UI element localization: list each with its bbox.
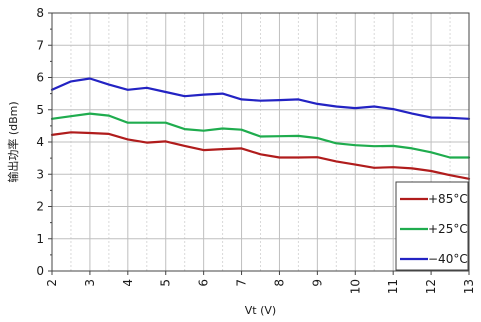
- legend-box: [395, 181, 469, 271]
- y-tick-label: 5: [36, 103, 44, 117]
- y-tick-label: 2: [36, 200, 44, 214]
- y-tick-label: 4: [36, 135, 44, 149]
- x-tick-label: 12: [424, 279, 438, 294]
- x-tick-label: 10: [348, 279, 362, 294]
- x-tick-label: 2: [45, 279, 59, 287]
- series-line-0: [50, 131, 471, 180]
- x-tick-label: 4: [121, 279, 135, 287]
- series-lines: [50, 77, 471, 180]
- y-tick-label: 6: [36, 71, 44, 85]
- x-tick-label: 7: [235, 279, 249, 287]
- axes: [48, 12, 470, 275]
- y-tick-label: 1: [36, 232, 44, 246]
- series-line-2: [50, 77, 471, 120]
- x-tick-label: 13: [462, 279, 476, 294]
- x-tick-label: 11: [386, 279, 400, 294]
- x-axis-label: Vt (V): [245, 304, 276, 317]
- y-tick-label: 8: [36, 6, 44, 20]
- y-tick-label: 3: [36, 167, 44, 181]
- legend-label-1: +25°C: [428, 222, 468, 236]
- y-tick-label: 0: [36, 264, 44, 278]
- y-axis-label: 输出功率 (dBm): [6, 101, 20, 182]
- x-tick-label: 5: [159, 279, 173, 287]
- legend-label-2: −40°C: [428, 252, 468, 266]
- legend-label-0: +85°C: [428, 192, 468, 206]
- x-tick-label: 3: [83, 279, 97, 287]
- x-tick-label: 8: [272, 279, 286, 287]
- x-tick-label: 9: [310, 279, 324, 287]
- legend: +85°C +25°C −40°C: [395, 181, 469, 271]
- y-tick-label: 7: [36, 38, 44, 52]
- series-line-1: [50, 112, 471, 159]
- x-tick-label: 6: [197, 279, 211, 287]
